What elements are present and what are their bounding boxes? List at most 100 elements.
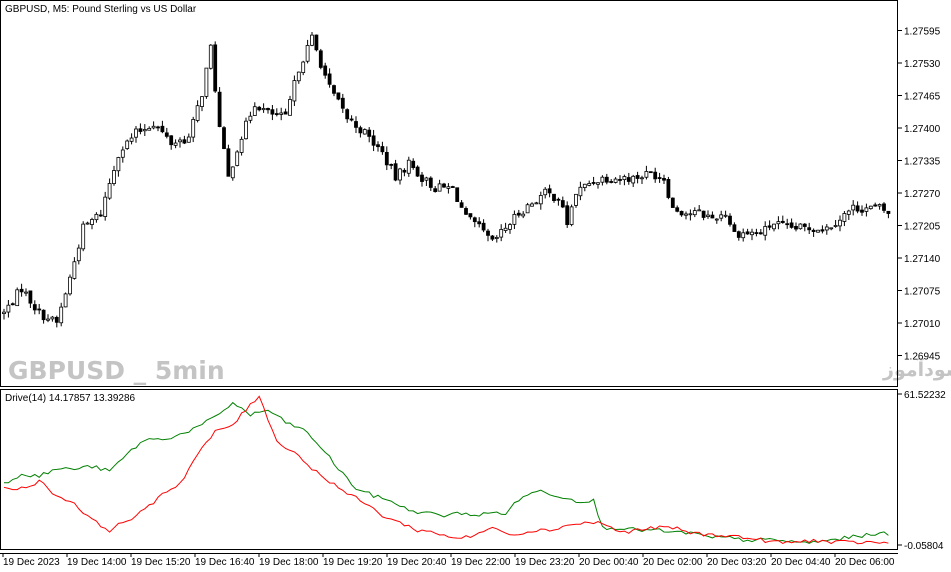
candle-body [186,136,191,143]
candle-body [32,304,37,311]
price-label: 1.27335 [904,157,941,168]
candle-body [521,213,526,217]
drive-green-line [4,401,889,544]
time-label: 19 Dec 15:20 [131,557,191,568]
candle-body [741,232,746,239]
candle-body [94,213,99,221]
candle-body [24,291,28,294]
candle-body [692,210,697,216]
candle-body [107,183,112,199]
candle-body [327,73,332,85]
candle-body [156,126,160,129]
candle-body [477,221,482,225]
candle-body [371,135,376,146]
candle-body [802,223,807,227]
candle-body [98,214,103,217]
candle-body [609,181,614,183]
candle-body [103,196,108,217]
candle-body [833,225,838,227]
candle-body [274,113,279,115]
candle-body [789,222,794,228]
indicator-label: Drive(14) 14.17857 13.39286 [5,393,136,404]
price-label: 1.27530 [904,59,941,70]
candle-body [398,168,402,181]
candle-body [631,175,636,184]
candle-body [714,218,719,221]
candle-body [772,223,776,230]
candle-body [657,177,662,179]
candle-body [230,166,235,179]
candle-body [794,226,798,230]
candle-body [666,179,671,198]
candle-body [670,197,675,208]
candle-body [213,44,218,92]
candle-body [512,213,517,225]
candle-body [446,186,451,189]
candle-body [455,187,460,202]
candle-body [151,125,156,129]
candle-body [728,215,732,225]
candle-body [182,139,187,144]
candle-body [653,171,658,180]
candle-body [569,206,574,225]
candle-body [780,220,785,223]
candle-body [310,34,314,46]
candle-body [534,202,539,205]
candle-body [41,309,46,321]
candle-body [112,170,116,184]
candle-body [358,127,363,134]
candle-body [318,50,323,68]
candle-body [706,214,710,217]
candle-body [556,198,561,201]
candle-body [543,188,548,196]
candle-body [679,210,684,216]
time-label: 19 Dec 20:40 [387,557,447,568]
candle-body [732,224,737,232]
candle-body [380,146,385,153]
candle-body [824,226,829,231]
candle-body [376,144,380,148]
time-label: 19 Dec 22:00 [451,557,511,568]
indicator-max-label: 61.52232 [904,390,946,401]
candle-body [842,213,847,222]
candle-body [367,129,372,137]
candle-body [851,204,856,211]
candle-body [684,213,688,216]
candle-body [345,109,350,120]
candle-body [618,179,622,181]
indicator-window-border [0,389,898,550]
candle-body [76,247,81,262]
candle-body [750,231,754,236]
candle-body [816,229,820,233]
candle-body [450,186,455,188]
candle-body [314,34,319,51]
candle-body [846,210,851,215]
candle-body [138,128,143,132]
price-label: 1.27595 [904,27,941,38]
candle-body [164,132,169,137]
candle-body [464,208,468,215]
price-label: 1.27270 [904,189,941,200]
candle-body [332,85,336,94]
candle-body [195,105,200,121]
candle-body [882,203,886,211]
candle-body [19,288,24,293]
candle-body [442,183,446,188]
candle-body [494,237,499,239]
candle-body [547,188,552,194]
candle-body [433,188,438,193]
candle-body [481,222,486,231]
drive-red-line [3,395,889,545]
candle-body [530,203,534,207]
candle-body [873,204,878,207]
candle-body [516,212,521,216]
candle-body [252,106,257,116]
time-label: 19 Dec 16:40 [195,557,255,568]
candlestick-series [2,32,891,328]
candle-body [428,177,433,188]
candle-body [50,316,55,320]
candle-body [173,142,178,146]
candle-body [622,176,627,181]
candle-body [675,207,680,212]
